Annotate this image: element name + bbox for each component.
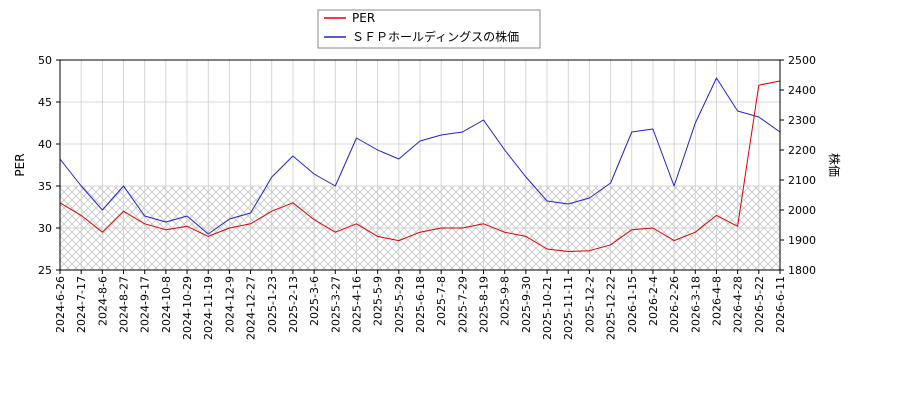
- x-tick-label: 2025-12-2: [583, 276, 596, 333]
- x-tick-label: 2025-9-30: [520, 276, 533, 333]
- x-tick-label: 2025-9-8: [499, 276, 512, 326]
- x-tick-label: 2025-6-18: [414, 276, 427, 333]
- x-tick-label: 2024-7-17: [75, 276, 88, 333]
- x-tick-label: 2026-3-18: [689, 276, 702, 333]
- x-tick-label: 2026-4-28: [732, 276, 745, 333]
- x-tick-label: 2026-6-11: [774, 276, 787, 333]
- x-tick-label: 2026-1-15: [626, 276, 639, 333]
- x-tick-label: 2024-8-27: [118, 276, 131, 333]
- x-tick-label: 2025-5-9: [372, 276, 385, 326]
- right-tick-label: 2300: [788, 114, 816, 127]
- x-tick-label: 2025-1-23: [266, 276, 279, 333]
- legend: PER ＳＦＰホールディングスの株価: [317, 9, 541, 49]
- left-axis-title: PER: [13, 153, 27, 176]
- left-tick-label: 45: [38, 96, 52, 109]
- x-tick-label: 2024-11-19: [202, 276, 215, 340]
- right-tick-label: 2200: [788, 144, 816, 157]
- right-tick-label: 2500: [788, 54, 816, 67]
- left-tick-label: 30: [38, 222, 52, 235]
- legend-box: [317, 9, 541, 49]
- right-tick-label: 2400: [788, 84, 816, 97]
- right-tick-label: 1900: [788, 234, 816, 247]
- x-tick-label: 2025-3-6: [308, 276, 321, 326]
- x-tick-label: 2025-4-16: [350, 276, 363, 333]
- x-tick-label: 2025-5-29: [393, 276, 406, 333]
- x-tick-label: 2025-7-29: [456, 276, 469, 333]
- left-tick-label: 35: [38, 180, 52, 193]
- per-series-line: [59, 80, 781, 252]
- x-tick-label: 2024-10-29: [181, 276, 194, 340]
- x-tick-label: 2025-11-11: [562, 276, 575, 340]
- right-tick-label: 2100: [788, 174, 816, 187]
- x-tick-label: 2026-2-26: [668, 276, 681, 333]
- right-axis-title: 株価: [827, 153, 842, 177]
- x-tick-label: 2025-8-19: [478, 276, 491, 333]
- x-tick-label: 2024-12-9: [223, 276, 236, 333]
- x-tick-label: 2025-10-21: [541, 276, 554, 340]
- x-tick-label: 2025-2-13: [287, 276, 300, 333]
- x-tick-label: 2024-12-27: [245, 276, 258, 340]
- legend-label-per: PER: [352, 11, 375, 25]
- x-tick-label: 2025-12-22: [605, 276, 618, 340]
- x-tick-label: 2024-9-17: [139, 276, 152, 333]
- series-layer: [59, 77, 781, 252]
- legend-label-price: ＳＦＰホールディングスの株価: [352, 29, 519, 44]
- x-tick-label: 2024-6-26: [54, 276, 67, 333]
- x-tick-label: 2026-4-8: [710, 276, 723, 326]
- x-tick-label: 2026-5-22: [753, 276, 766, 333]
- right-tick-label: 2000: [788, 204, 816, 217]
- x-tick-label: 2025-7-8: [435, 276, 448, 326]
- left-tick-label: 50: [38, 54, 52, 67]
- x-tick-label: 2025-3-27: [329, 276, 342, 333]
- x-tick-label: 2024-8-6: [96, 276, 109, 326]
- x-tick-label: 2024-10-8: [160, 276, 173, 333]
- x-tick-label: 2026-2-4: [647, 276, 660, 326]
- price-series-line: [59, 77, 781, 235]
- right-tick-label: 1800: [788, 264, 816, 277]
- left-axis: 25 30 35 40 45 50: [38, 54, 60, 277]
- x-axis: 2024-6-26 2024-7-17 2024-8-6 2024-8-27 2024-…: [54, 270, 787, 340]
- left-tick-label: 40: [38, 138, 52, 151]
- right-axis: 1800 1900 2000 2100 2200 2300 2400 2500: [780, 54, 816, 277]
- left-tick-label: 25: [38, 264, 52, 277]
